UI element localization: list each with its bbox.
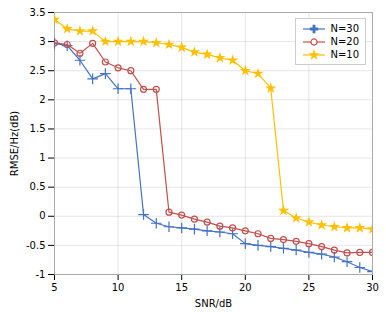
- svg-text:1.5: 1.5: [30, 123, 46, 134]
- html-text:N=30: N=30: [330, 23, 359, 34]
- html-text:N=10: N=10: [330, 49, 359, 60]
- svg-text:5: 5: [51, 282, 57, 293]
- svg-text:2: 2: [39, 94, 45, 105]
- svg-text:0.5: 0.5: [30, 181, 46, 192]
- svg-text:30: 30: [366, 282, 379, 293]
- svg-text:3.5: 3.5: [30, 7, 46, 18]
- svg-text:SNR/dB: SNR/dB: [195, 298, 232, 309]
- svg-text:0: 0: [39, 210, 45, 221]
- svg-text:10: 10: [112, 282, 125, 293]
- svg-text:-1: -1: [36, 269, 46, 280]
- svg-text:1: 1: [39, 152, 45, 163]
- html-text:N=20: N=20: [330, 36, 359, 47]
- svg-text:20: 20: [239, 282, 252, 293]
- svg-text:RMSE/Hz(dB): RMSE/Hz(dB): [9, 111, 20, 176]
- svg-text:2.5: 2.5: [30, 65, 46, 76]
- svg-text:3: 3: [39, 36, 45, 47]
- svg-text:15: 15: [175, 282, 188, 293]
- svg-text:-0.5: -0.5: [26, 240, 46, 251]
- svg-text:25: 25: [303, 282, 316, 293]
